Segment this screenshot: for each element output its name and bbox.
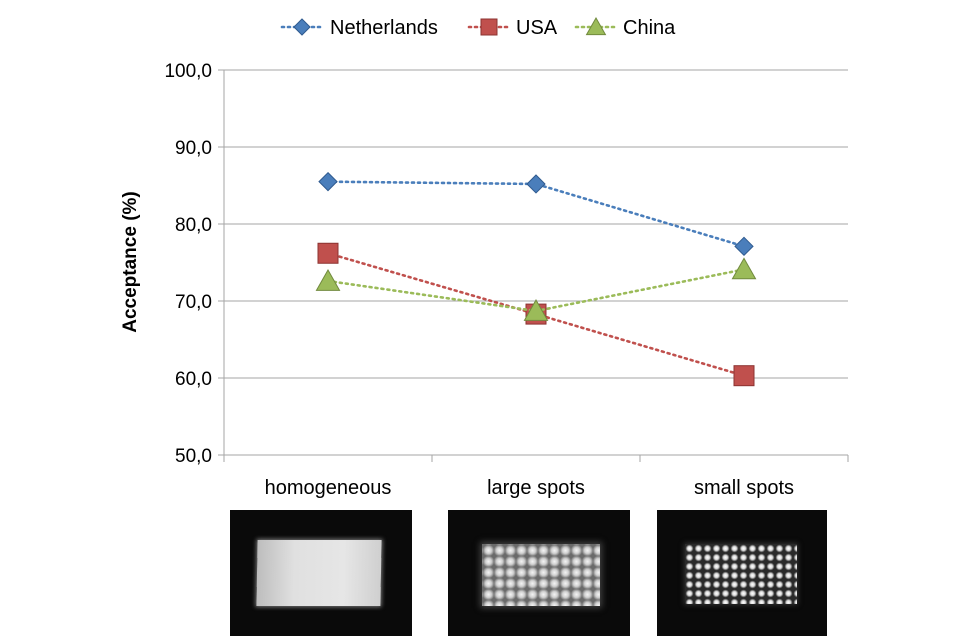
data-point <box>731 257 757 280</box>
legend: Netherlands USA China <box>280 16 676 39</box>
y-axis-title: Acceptance (%) <box>120 191 141 333</box>
series-china <box>315 257 757 321</box>
series-group <box>315 171 757 387</box>
data-point <box>315 268 341 291</box>
series-line <box>326 180 746 248</box>
large-spots-light-panel <box>482 544 600 606</box>
x-category-labels: homogeneous large spots small spots <box>265 477 794 499</box>
y-tick-label: 100,0 <box>164 61 212 82</box>
large-spots-sample-image <box>448 510 630 636</box>
legend-label: China <box>623 17 676 39</box>
data-point <box>733 365 755 387</box>
axes <box>223 70 849 462</box>
series-netherlands <box>318 171 754 257</box>
data-point <box>317 242 339 264</box>
legend-marker <box>480 18 498 36</box>
y-tick-label: 80,0 <box>175 215 212 236</box>
small-spots-sample-image <box>657 510 827 636</box>
gridlines <box>218 69 848 456</box>
y-tick-label: 70,0 <box>175 292 212 313</box>
x-category-label: homogeneous <box>265 477 392 499</box>
y-tick-label: 60,0 <box>175 369 212 390</box>
legend-item: China <box>574 16 676 39</box>
data-point <box>734 236 754 257</box>
data-point <box>526 174 546 194</box>
y-tick-label: 90,0 <box>175 138 212 159</box>
homogeneous-sample-image <box>230 510 412 636</box>
legend-label: USA <box>516 17 558 39</box>
y-tick-label: 50,0 <box>175 446 212 467</box>
legend-item: USA <box>467 17 558 39</box>
data-point <box>523 298 549 321</box>
legend-marker <box>585 16 607 36</box>
data-point <box>318 171 338 192</box>
legend-item: Netherlands <box>280 17 438 39</box>
homogeneous-light-panel <box>256 540 382 606</box>
legend-marker <box>293 18 311 36</box>
legend-label: Netherlands <box>330 17 438 39</box>
small-spots-light-panel <box>685 544 797 604</box>
x-category-label: small spots <box>694 477 794 499</box>
y-tick-labels: 50,0 60,0 70,0 80,0 90,0 100,0 <box>164 61 212 467</box>
x-category-label: large spots <box>487 477 585 499</box>
